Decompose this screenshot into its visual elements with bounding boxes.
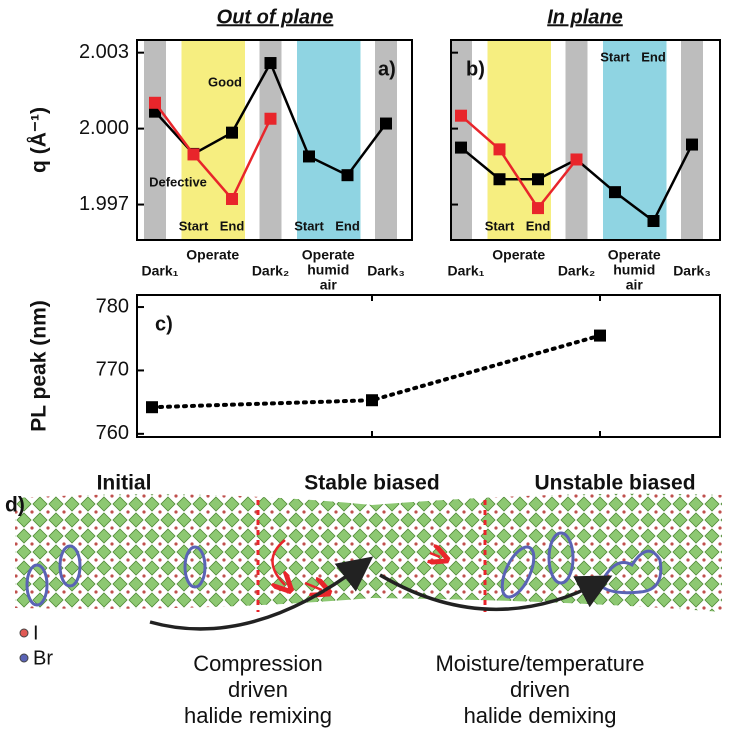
- group-label: air: [320, 277, 338, 293]
- marker: [264, 112, 277, 125]
- axes-frame: [136, 294, 721, 438]
- category-label: Start: [485, 218, 515, 233]
- series-line: [150, 333, 602, 410]
- panel-label: a): [378, 58, 396, 80]
- series-line: [459, 114, 578, 211]
- category-label: End: [220, 218, 245, 233]
- category-label: Dark₃: [673, 263, 711, 279]
- panel-title: In plane: [547, 6, 623, 28]
- series-line: [153, 101, 272, 202]
- category-label: Dark₁: [142, 263, 179, 279]
- marker: [647, 215, 660, 228]
- marker: [341, 169, 354, 182]
- axes-frame: [450, 39, 721, 241]
- marker: [366, 394, 378, 407]
- group-label: Operate: [492, 247, 545, 263]
- legend-label: I: [33, 622, 39, 644]
- marker: [264, 57, 277, 70]
- category-label: Dark₁: [448, 263, 485, 279]
- series-annotation: Defective: [149, 174, 207, 189]
- dark-band: [565, 40, 588, 240]
- y-tick-label: 2.003: [79, 41, 129, 63]
- axes-frame: [136, 39, 413, 241]
- category-label: Start: [294, 218, 324, 233]
- panel-title: Out of plane: [217, 6, 334, 28]
- y-tick-label: 770: [96, 359, 129, 381]
- marker: [380, 117, 392, 130]
- y-tick-label: 760: [96, 422, 129, 444]
- caption: driven: [510, 677, 570, 702]
- humid-band: [603, 40, 667, 240]
- stage-heading: Initial: [97, 472, 152, 495]
- lattice-diagram: [15, 493, 722, 663]
- marker: [609, 186, 621, 199]
- dark-band: [144, 40, 166, 240]
- group-label: air: [626, 277, 644, 293]
- group-label: Operate: [608, 247, 661, 263]
- y-axis-label: q (Å⁻¹): [27, 107, 51, 173]
- panel-label: d): [5, 494, 25, 517]
- y-axis-label: PL peak (nm): [28, 300, 51, 431]
- marker: [532, 202, 544, 215]
- category-label: Start: [600, 49, 630, 64]
- caption: Compression: [193, 651, 323, 676]
- marker: [532, 173, 544, 186]
- caption: halide demixing: [464, 703, 617, 728]
- marker: [493, 173, 506, 186]
- category-label: Dark₂: [252, 263, 289, 279]
- humid-band: [297, 40, 361, 240]
- panel-label: b): [466, 58, 485, 80]
- y-tick-label: 1.997: [79, 193, 129, 215]
- caption: halide remixing: [184, 703, 332, 728]
- stage-heading: Unstable biased: [534, 472, 695, 495]
- y-tick-label: 780: [96, 295, 129, 317]
- group-label: humid: [307, 262, 349, 278]
- category-label: Start: [179, 218, 209, 233]
- group-label: humid: [613, 262, 655, 278]
- category-label: End: [641, 49, 666, 64]
- legend-label: Br: [33, 647, 53, 669]
- marker: [146, 401, 158, 414]
- group-label: Operate: [186, 247, 239, 263]
- category-label: Dark₂: [558, 263, 595, 279]
- marker: [493, 143, 506, 156]
- caption: Moisture/temperature: [435, 651, 644, 676]
- marker: [187, 148, 200, 161]
- stage-heading: Stable biased: [304, 472, 439, 495]
- marker: [226, 192, 238, 205]
- marker: [594, 329, 606, 342]
- marker: [149, 96, 161, 109]
- y-tick-label: 2.000: [79, 117, 129, 139]
- marker: [570, 153, 583, 166]
- marker: [455, 141, 467, 154]
- dark-band: [375, 40, 397, 240]
- series-annotation: Good: [208, 74, 242, 89]
- marker: [686, 138, 698, 151]
- operate-band: [181, 40, 245, 240]
- marker: [226, 126, 238, 139]
- category-label: End: [335, 218, 360, 233]
- group-label: Operate: [302, 247, 355, 263]
- dark-band: [259, 40, 282, 240]
- category-label: Dark₃: [367, 263, 405, 279]
- marker: [303, 150, 315, 163]
- caption: driven: [228, 677, 288, 702]
- panel-label: c): [155, 313, 173, 335]
- dark-band: [450, 40, 472, 240]
- category-label: End: [526, 218, 551, 233]
- marker: [455, 109, 467, 122]
